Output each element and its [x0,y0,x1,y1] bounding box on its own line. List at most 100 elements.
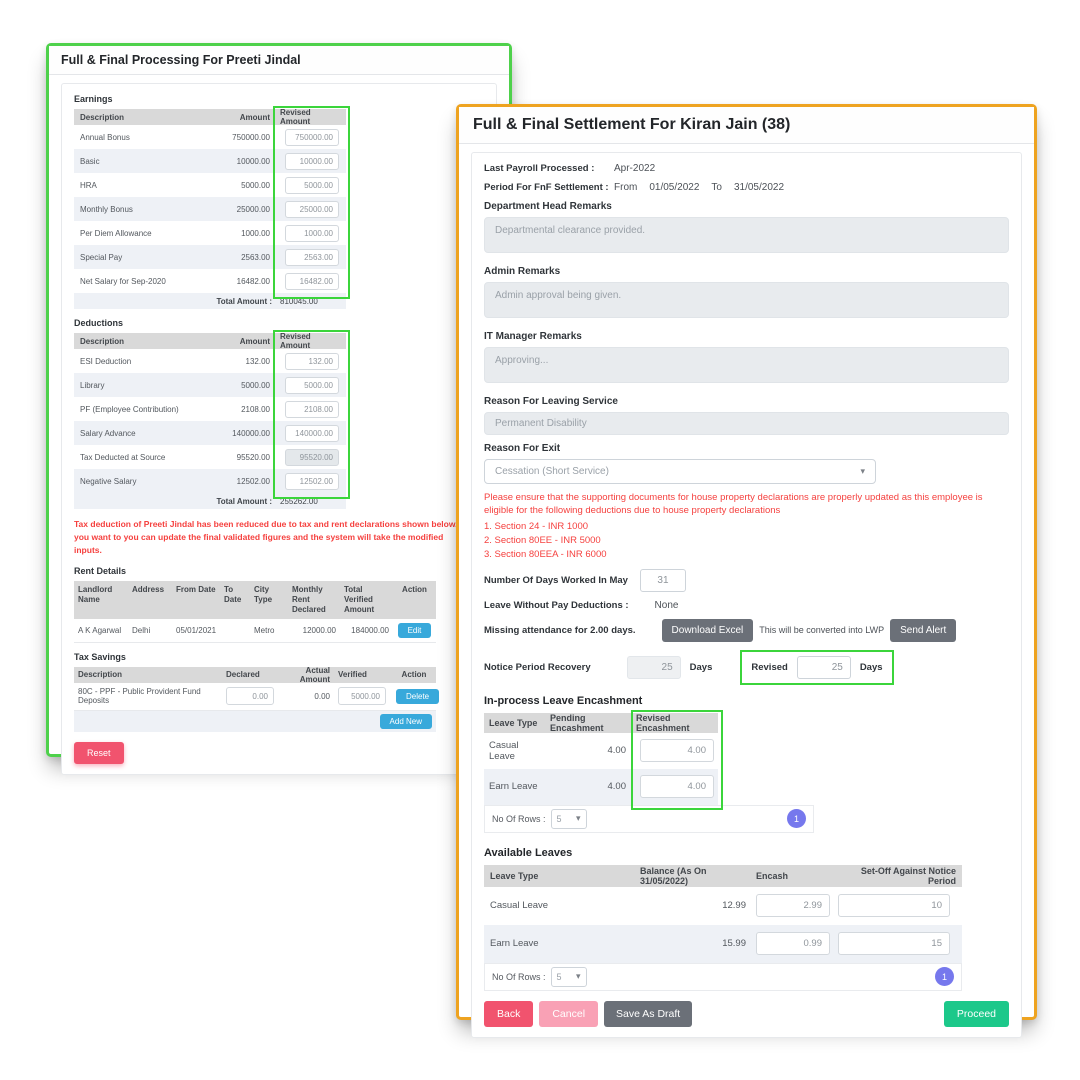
rent-details-table: Landlord Name Address From Date To Date … [74,580,436,643]
rows-per-page-label: No Of Rows : [492,971,546,982]
table-row: Net Salary for Sep-2020 16482.00 [74,269,346,293]
page-title: Full & Final Processing For Preeti Jinda… [49,46,509,75]
deductions-total-row: Total Amount : 255262.00 [74,493,346,509]
house-property-item: 1. Section 24 - INR 1000 [484,520,589,532]
house-property-item: 3. Section 80EEA - INR 6000 [484,548,607,560]
fnf-settlement-card: Last Payroll Processed : Apr-2022 Period… [471,152,1022,1038]
period-to-date: 31/05/2022 [733,182,785,193]
revised-amount-input[interactable] [285,248,339,266]
missing-attendance-row: Missing attendance for 2.00 days. Downlo… [484,618,1009,642]
deductions-table: Description Amount Revised Amount ESI De… [74,330,350,499]
col-header-description: Description [80,336,125,346]
revised-amount-input[interactable] [285,352,339,370]
it-remarks-textarea[interactable]: Approving... [484,347,1009,383]
declared-amount-input[interactable] [226,687,274,706]
revised-amount-input[interactable] [285,152,339,170]
table-row: ESI Deduction 132.00 [74,349,346,373]
admin-remarks-label: Admin Remarks [484,266,561,277]
revised-amount-input[interactable] [285,224,339,242]
tax-savings-footer: Add New [74,710,436,732]
lwp-deductions-value: None [654,599,679,611]
rows-per-page-select[interactable]: 5 ▾ [550,966,587,987]
col-header-amount: Amount [239,336,270,346]
revised-encashment-input[interactable] [640,775,714,799]
back-button[interactable]: Back [484,1000,534,1027]
revised-amount-input[interactable] [285,472,339,490]
revised-amount-input[interactable] [285,376,339,394]
table-row: Casual Leave 12.99 [484,887,962,925]
save-as-draft-button[interactable]: Save As Draft [604,1000,693,1027]
house-property-note: Please ensure that the supporting docume… [484,492,983,517]
table-row: Tax Deducted at Source 95520.00 [74,445,346,469]
revised-encashment-input[interactable] [640,739,714,763]
dept-remarks-textarea[interactable]: Departmental clearance provided. [484,217,1009,253]
revised-amount-input[interactable] [285,424,339,442]
setoff-input[interactable] [838,932,950,956]
proceed-button[interactable]: Proceed [943,1000,1009,1027]
days-unit-label: Days [689,661,713,673]
table-row: Basic 10000.00 [74,149,346,173]
exit-reason-label: Reason For Exit [484,443,561,454]
send-alert-button[interactable]: Send Alert [890,618,957,642]
inprocess-header-row: Leave Type Pending Encashment Revised En… [484,712,718,733]
table-row: Negative Salary 12502.00 [74,469,346,493]
leaving-reason-field [484,412,1009,435]
table-row: Casual Leave 4.00 [484,733,718,769]
it-remarks-label: IT Manager Remarks [484,331,582,342]
lwp-deductions-label: Leave Without Pay Deductions : [484,599,629,611]
reason-for-exit-select[interactable]: Cessation (Short Service) ▾ [484,459,876,484]
lwp-conversion-note: This will be converted into LWP [759,625,885,636]
revised-amount-input[interactable] [285,176,339,194]
table-row: Earn Leave 15.99 [484,924,962,963]
revised-amount-input[interactable] [285,272,339,290]
encash-input[interactable] [756,894,830,918]
available-leaves-table: Leave Type Balance (As On 31/05/2022) En… [484,864,962,963]
lwp-deductions-row: Leave Without Pay Deductions : None [484,600,1009,611]
setoff-input[interactable] [838,894,950,918]
col-header-revised-amount: Revised Amount [280,108,311,126]
verified-amount-input[interactable] [338,687,386,706]
revised-notice-period-input[interactable] [796,655,851,679]
available-leaves-heading: Available Leaves [484,846,573,859]
reason-for-exit-value: Cessation (Short Service) [495,466,609,477]
encash-input[interactable] [756,932,830,956]
rent-details-label: Rent Details [74,565,127,576]
reset-button[interactable]: Reset [74,741,124,764]
table-row: HRA 5000.00 [74,173,346,197]
deductions-header-row: Description Amount Revised Amount [74,332,346,350]
revised-notice-period-highlight: Revised Days [740,649,894,685]
pagination-page-1[interactable]: 1 [935,967,954,987]
table-row: Earn Leave 4.00 [484,768,718,805]
tax-savings-header-row: Description Declared Actual Amount Verif… [74,666,436,684]
pagination-page-1[interactable]: 1 [787,809,806,829]
earnings-table: Description Amount Revised Amount Annual… [74,106,350,299]
last-payroll-value: Apr-2022 [614,163,656,174]
revised-label: Revised [751,661,788,673]
table-row: A K Agarwal Delhi 05/01/2021 Metro 12000… [74,618,436,643]
period-to-label: To [711,182,722,193]
table-row: Special Pay 2563.00 [74,245,346,269]
admin-remarks-textarea[interactable]: Admin approval being given. [484,282,1009,318]
notice-period-label: Notice Period Recovery [484,661,591,673]
table-row: PF (Employee Contribution) 2108.00 [74,397,346,421]
revised-amount-input[interactable] [285,400,339,418]
revised-amount-input[interactable] [285,128,339,146]
rows-per-page-select[interactable]: 5 ▾ [550,808,587,829]
revised-amount-input[interactable] [285,200,339,218]
delete-button[interactable]: Delete [396,688,440,704]
deductions-section: Deductions Description Amount Revised Am… [74,318,484,509]
days-worked-input[interactable] [639,568,686,592]
tax-savings-label: Tax Savings [74,651,126,662]
edit-button[interactable]: Edit [397,622,432,638]
download-excel-button[interactable]: Download Excel [661,618,754,642]
table-row: Annual Bonus 750000.00 [74,125,346,149]
chevron-down-icon: ▾ [575,971,581,982]
house-property-item: 2. Section 80EE - INR 5000 [484,534,601,546]
col-header-revised-amount: Revised Amount [280,332,311,350]
table-row: Library 5000.00 [74,373,346,397]
chevron-down-icon: ▾ [575,813,581,824]
cancel-button[interactable]: Cancel [539,1000,599,1027]
days-worked-label: Number Of Days Worked In May [484,574,628,586]
add-new-button[interactable]: Add New [379,713,432,729]
action-buttons-row: Back Cancel Save As Draft Proceed [484,1000,1009,1027]
